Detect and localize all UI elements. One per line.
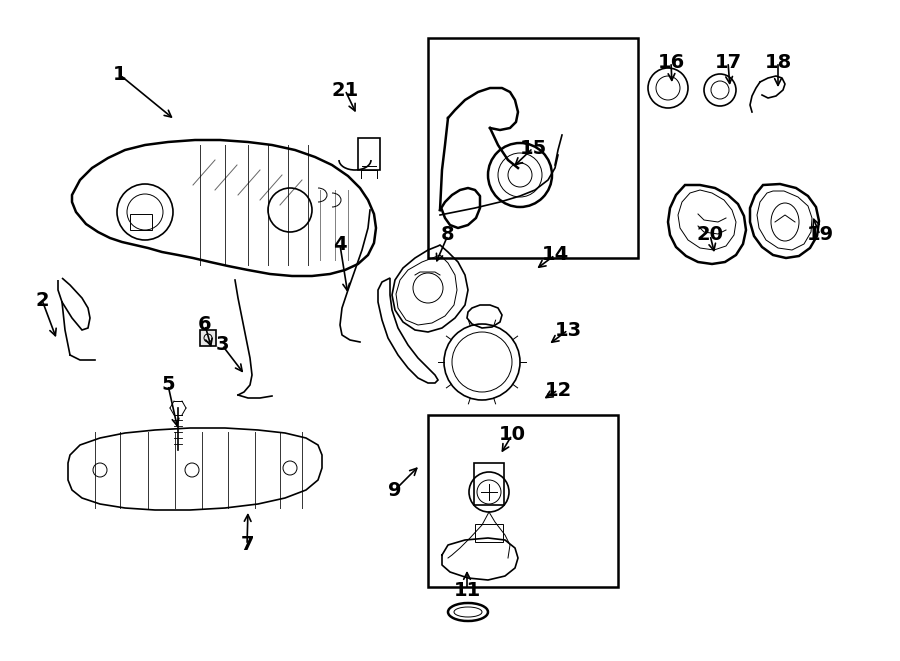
Text: 21: 21 xyxy=(331,81,358,100)
Text: 10: 10 xyxy=(499,426,526,444)
Text: 13: 13 xyxy=(554,321,581,340)
Bar xyxy=(474,463,504,505)
Bar xyxy=(475,524,503,542)
Bar xyxy=(428,415,618,587)
Text: 15: 15 xyxy=(519,139,546,157)
Text: 20: 20 xyxy=(697,225,724,245)
Text: 4: 4 xyxy=(333,235,346,254)
Text: 5: 5 xyxy=(161,375,175,395)
Bar xyxy=(358,138,380,170)
Text: 11: 11 xyxy=(454,580,481,600)
Text: 14: 14 xyxy=(542,245,569,264)
Text: 18: 18 xyxy=(764,52,792,71)
Text: 17: 17 xyxy=(715,52,742,71)
Text: 12: 12 xyxy=(544,381,572,399)
Text: 3: 3 xyxy=(215,336,229,354)
Text: 8: 8 xyxy=(441,225,454,245)
Text: 6: 6 xyxy=(198,315,212,334)
Text: 2: 2 xyxy=(35,290,49,309)
Text: 9: 9 xyxy=(388,481,401,500)
Bar xyxy=(428,38,638,258)
Text: 16: 16 xyxy=(657,52,685,71)
Text: 7: 7 xyxy=(240,535,254,555)
Text: 1: 1 xyxy=(113,65,127,85)
Bar xyxy=(200,330,216,346)
Bar xyxy=(130,214,152,230)
Text: 19: 19 xyxy=(806,225,833,245)
